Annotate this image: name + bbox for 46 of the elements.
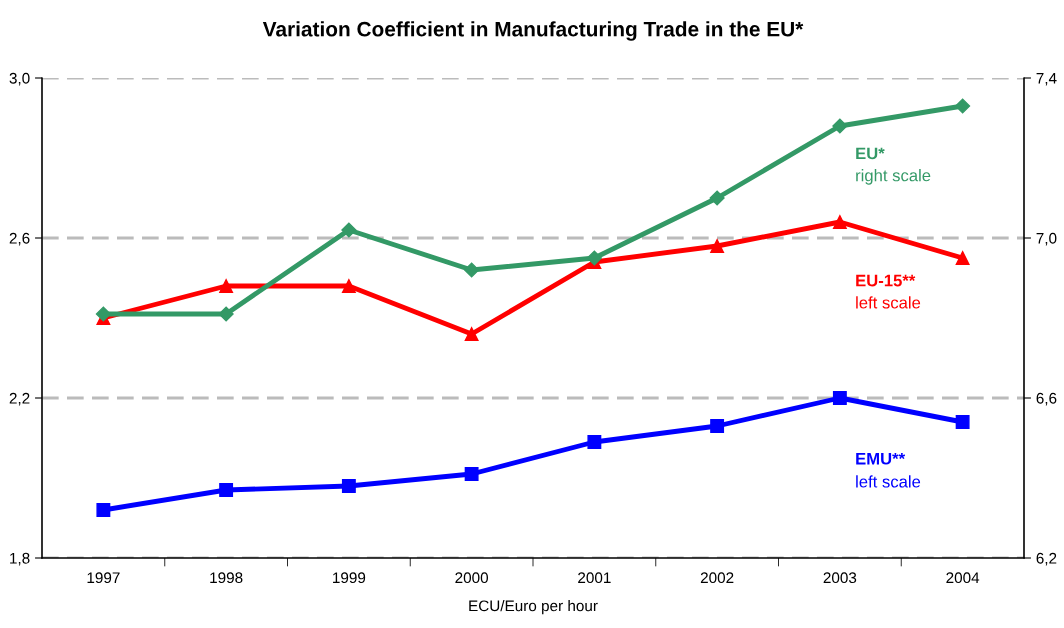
- point: [341, 479, 356, 493]
- point: [464, 467, 479, 481]
- x-tick-label: 2002: [700, 572, 734, 584]
- point: [587, 435, 602, 449]
- series-label: EU*: [856, 147, 885, 160]
- point: [710, 419, 725, 433]
- point: [955, 251, 970, 265]
- series-label: EU-15**: [856, 274, 916, 287]
- y2-tick-label: 7,4: [1036, 73, 1057, 86]
- point: [341, 279, 356, 293]
- point: [95, 306, 111, 322]
- point: [586, 250, 602, 266]
- x-tick-label: 1999: [333, 572, 366, 584]
- y-tick-label: 2,2: [9, 392, 30, 406]
- annotation: left scale: [856, 475, 921, 488]
- point: [464, 262, 480, 278]
- point: [832, 118, 848, 134]
- point: [219, 483, 234, 497]
- point: [710, 239, 725, 253]
- x-tick-label: 1997: [87, 572, 120, 584]
- y2-tick-label: 7,0: [1036, 232, 1057, 246]
- x-tick-label: 2003: [823, 572, 857, 584]
- chart-title: Variation Coefficient in Manufacturing Trade in the EU*: [262, 21, 804, 41]
- annotation: left scale: [856, 296, 921, 309]
- point: [464, 327, 479, 341]
- y-tick-label: 2,6: [9, 232, 30, 246]
- y-tick-label: 3,0: [9, 72, 30, 86]
- x-tick-label: 2000: [455, 572, 489, 584]
- point: [218, 306, 234, 322]
- x-axis-title: ECU/Euro per hour: [469, 600, 598, 615]
- point: [709, 190, 725, 206]
- x-tick-label: 2001: [578, 572, 611, 584]
- point: [832, 215, 847, 229]
- y2-tick-label: 6,6: [1036, 392, 1057, 406]
- point: [219, 279, 234, 293]
- point: [96, 503, 111, 517]
- point: [955, 98, 971, 114]
- y-tick-label: 1,8: [10, 552, 30, 566]
- point: [832, 391, 847, 405]
- point: [955, 415, 970, 429]
- text: EMU**: [856, 452, 906, 465]
- x-tick-label: 2004: [946, 572, 980, 584]
- point: [341, 222, 357, 238]
- y2-tick-label: 6,2: [1036, 552, 1057, 566]
- annotation: right scale: [856, 169, 931, 185]
- x-tick-label: 1998: [210, 572, 243, 584]
